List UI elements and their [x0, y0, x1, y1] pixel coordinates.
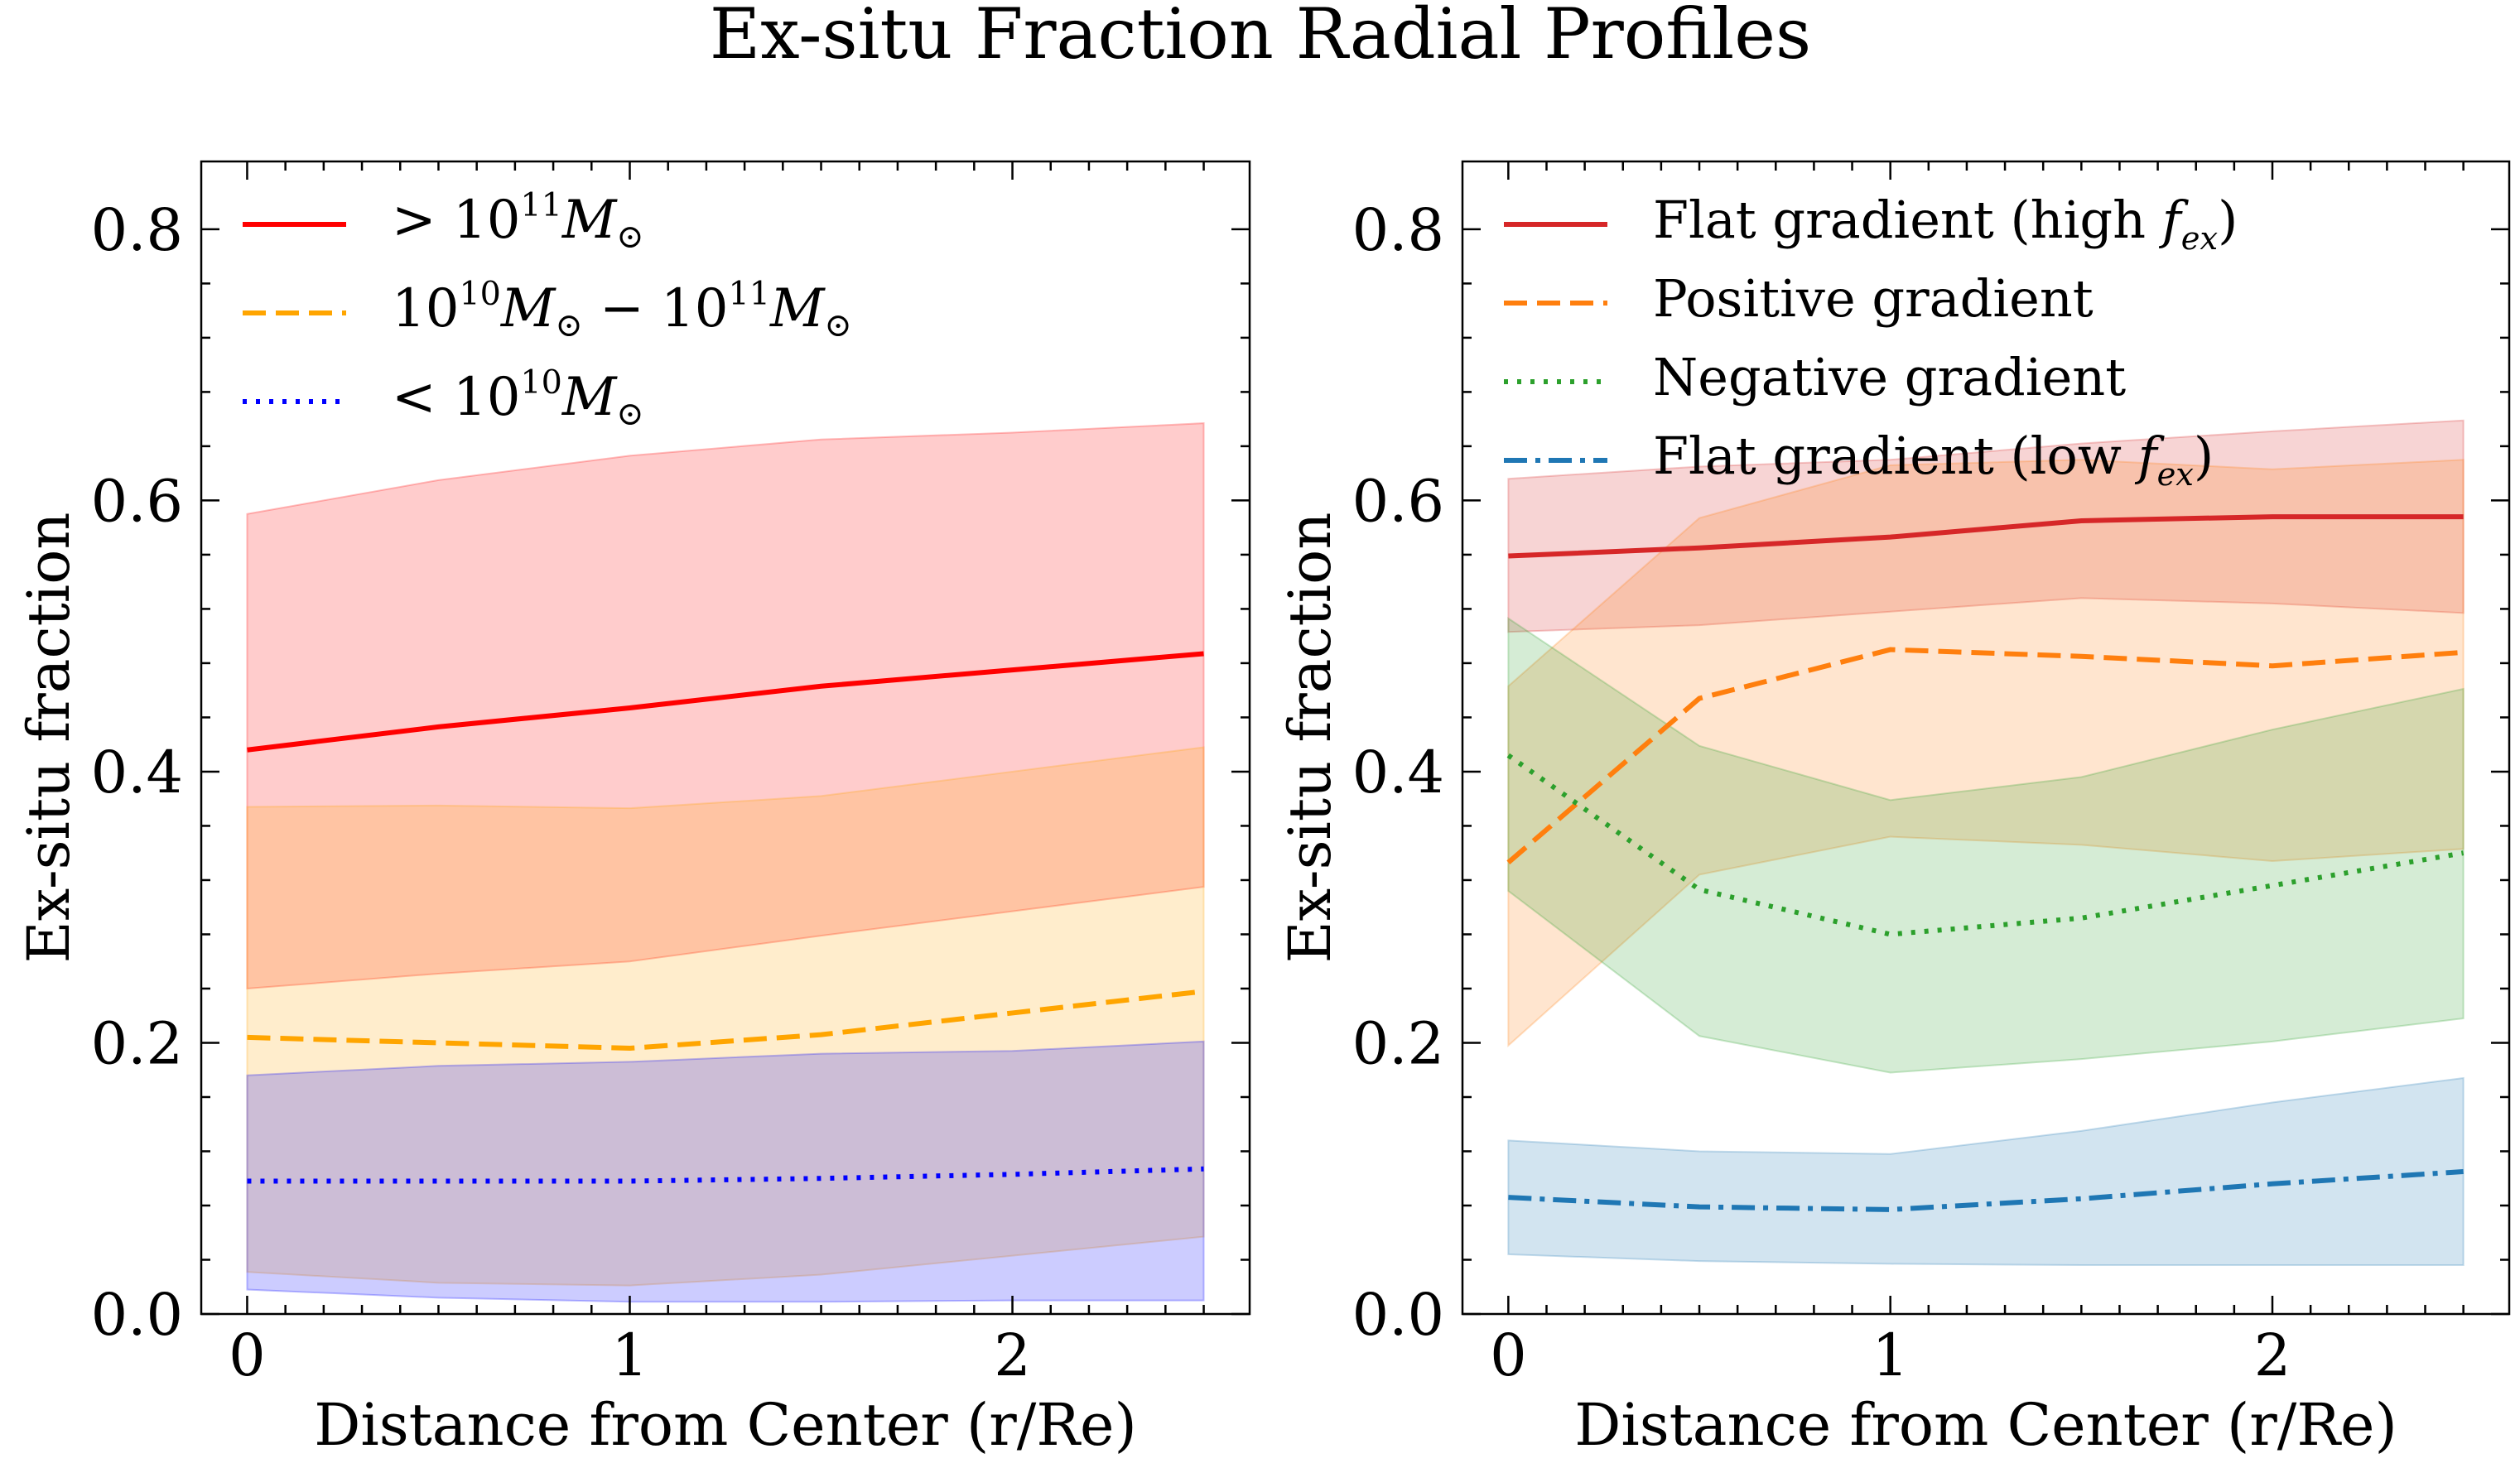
line-high-mass [247, 651, 1204, 753]
right-panel: 0 1 2 0.0 0.2 0.4 0.6 0.8 Distance from Center (… [1276, 160, 2511, 1459]
axes-frame [200, 160, 1251, 1316]
y-tick-label: 0.2 [1352, 1009, 1444, 1077]
x-axis-label: Distance from Center (r/Re) [1574, 1391, 2397, 1459]
line-positive [1506, 647, 2464, 864]
x-tick-label: 0 [229, 1321, 266, 1389]
legend-label-positive: Positive gradient [1653, 268, 2094, 329]
band-intermediate-mass [246, 746, 1205, 1287]
y-tick-label: 0.6 [91, 467, 183, 535]
x-tick-label: 2 [2254, 1321, 2291, 1389]
band-low-mass [246, 1040, 1205, 1303]
line-low-mass [247, 1166, 1204, 1184]
y-axis-label: Ex-situ fraction [15, 513, 83, 964]
y-tick-label: 0.2 [91, 1009, 183, 1077]
y-tick-label: 0.4 [91, 739, 183, 806]
legend-label-high-mass: > 1011M⊙ [392, 186, 644, 256]
legend-label-negative: Negative gradient [1653, 347, 2126, 407]
legend: Flat gradient (high fex) Positive gradien… [1504, 190, 2238, 493]
legend-label-low-mass: < 1010M⊙ [392, 363, 644, 433]
legend-label-intermediate-mass: 1010M⊙ − 1011M⊙ [392, 275, 852, 344]
y-tick-label: 0.8 [91, 196, 183, 264]
line-flat-high [1508, 514, 2464, 559]
y-tick-label: 0.6 [1352, 467, 1444, 535]
left-panel: 0 1 2 0.0 0.2 0.4 0.6 0.8 Distance from Center (… [15, 160, 1251, 1459]
band-negative [1507, 617, 2465, 1074]
x-tick-label: 2 [994, 1321, 1031, 1389]
legend-label-flat-low: Flat gradient (low fex) [1653, 426, 2214, 493]
x-tick-label: 1 [611, 1321, 648, 1389]
band-positive [1507, 459, 2465, 1047]
band-flat-high [1507, 419, 2465, 633]
x-tick-label: 0 [1490, 1321, 1527, 1389]
legend: > 1011M⊙ 1010M⊙ − 1011M⊙ < 1010M⊙ [243, 186, 852, 433]
band-flat-low [1507, 1076, 2465, 1267]
band-high-mass [246, 422, 1205, 990]
line-intermediate-mass [247, 989, 1204, 1052]
y-tick-label: 0.8 [1352, 196, 1444, 264]
y-tick-label: 0.0 [91, 1281, 183, 1349]
figure-title: Ex-situ Fraction Radial Profiles [710, 0, 1811, 75]
x-axis-label: Distance from Center (r/Re) [314, 1391, 1137, 1459]
axes-frame [1461, 160, 2511, 1316]
legend-label-flat-high: Flat gradient (high fex) [1653, 190, 2238, 258]
x-tick-label: 1 [1872, 1321, 1909, 1389]
y-tick-label: 0.0 [1352, 1281, 1444, 1349]
y-axis-label: Ex-situ fraction [1276, 513, 1344, 964]
y-tick-label: 0.4 [1352, 739, 1444, 806]
